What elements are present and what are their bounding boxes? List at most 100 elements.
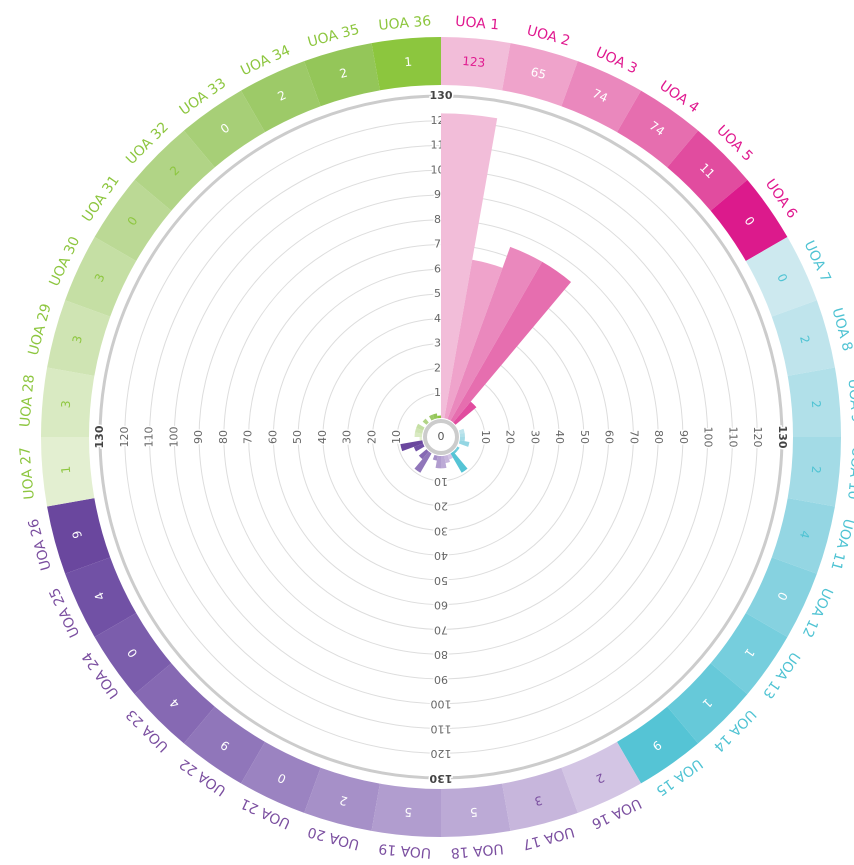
r-tick-label: 130 <box>429 772 452 785</box>
value-label: 123 <box>462 54 486 70</box>
band-segment <box>94 613 172 695</box>
r-tick-label: 10 <box>434 475 448 488</box>
r-tick-label: 90 <box>434 673 448 686</box>
band-segment <box>183 706 265 784</box>
category-label: UOA 19 <box>378 840 432 861</box>
band-segment <box>667 130 748 211</box>
r-tick-label: 90 <box>677 430 690 444</box>
bar <box>444 259 503 420</box>
bar <box>435 455 441 469</box>
bar <box>422 418 429 425</box>
r-tick-label: 120 <box>118 427 131 448</box>
bar <box>458 440 470 447</box>
r-tick-label: 110 <box>726 427 739 448</box>
category-label: UOA 26 <box>26 517 55 572</box>
r-tick-label: 100 <box>431 698 452 711</box>
band-segment <box>561 61 641 133</box>
bar <box>450 451 468 473</box>
value-label: 2 <box>338 793 349 809</box>
bar <box>441 455 447 469</box>
bar <box>457 443 459 447</box>
value-label: 4 <box>797 529 813 540</box>
bar <box>414 427 424 434</box>
category-label: UOA 20 <box>306 823 361 852</box>
value-label: 9 <box>70 529 86 540</box>
band-segment <box>47 498 111 574</box>
value-label: 5 <box>469 805 478 820</box>
bar <box>429 414 435 421</box>
category-label: UOA 18 <box>450 840 504 861</box>
bar <box>418 449 429 460</box>
r-tick-label: 130 <box>430 89 453 102</box>
r-tick-label: 20 <box>434 500 448 513</box>
r-tick-label: 70 <box>627 430 640 444</box>
band-segment <box>94 179 172 261</box>
category-label: UOA 1 <box>455 14 500 34</box>
band-segment <box>745 557 817 637</box>
bar <box>450 261 572 423</box>
category-label: UOA 28 <box>17 374 38 428</box>
r-tick-label: 70 <box>434 623 448 636</box>
r-tick-label: 40 <box>316 430 329 444</box>
category-label: UOA 10 <box>844 446 854 500</box>
bar <box>419 437 423 441</box>
category-label: UOA 11 <box>827 517 854 572</box>
r-tick-label: 120 <box>751 427 764 448</box>
band-segment <box>371 37 441 91</box>
value-label: 5 <box>404 805 413 820</box>
r-tick-label: 60 <box>266 430 279 444</box>
band-segment <box>771 300 835 376</box>
r-tick-label: 110 <box>143 427 156 448</box>
r-tick-label: 70 <box>242 430 255 444</box>
value-label: 2 <box>797 334 813 345</box>
r-tick-label: 50 <box>291 430 304 444</box>
r-tick-label: 20 <box>365 430 378 444</box>
bar <box>455 446 460 451</box>
category-label: UOA 2 <box>525 23 572 50</box>
value-label: 74 <box>590 86 610 105</box>
r-tick-label: 10 <box>390 430 403 444</box>
band-segment <box>502 767 578 831</box>
r-tick-label: 80 <box>434 648 448 661</box>
r-tick-label: 30 <box>434 524 448 537</box>
band-segment <box>65 557 137 637</box>
category-label: UOA 8 <box>828 306 854 353</box>
bar <box>437 415 441 419</box>
category-label: UOA 17 <box>521 823 576 852</box>
band-segment <box>241 741 321 813</box>
r-tick-label: 20 <box>504 430 517 444</box>
r-tick-label: 0 <box>438 430 445 443</box>
band-segment <box>771 498 835 574</box>
bar <box>414 451 432 473</box>
band-segment <box>304 43 380 107</box>
bar <box>414 432 423 437</box>
value-label: 2 <box>338 66 349 82</box>
bar <box>413 443 425 452</box>
r-tick-label: 80 <box>652 430 665 444</box>
r-tick-label: 30 <box>341 430 354 444</box>
band-segment <box>41 437 95 507</box>
bar <box>447 246 543 421</box>
value-label: 3 <box>70 334 86 345</box>
category-label: UOA 9 <box>845 378 854 423</box>
band-segment <box>502 43 578 107</box>
band-segment <box>441 37 511 91</box>
band-segment <box>441 783 511 837</box>
bar <box>458 428 465 434</box>
r-tick-label: 90 <box>192 430 205 444</box>
value-label: 65 <box>529 65 547 82</box>
bar <box>453 401 477 425</box>
band-segment <box>710 179 788 261</box>
bar <box>431 453 435 455</box>
bar <box>416 423 425 431</box>
band-segment <box>617 706 699 784</box>
band-segment <box>241 61 321 133</box>
bar <box>441 113 498 419</box>
r-tick-label: 130 <box>93 425 106 448</box>
band-segment <box>561 741 641 813</box>
bar <box>453 449 458 454</box>
r-tick-label: 50 <box>578 430 591 444</box>
band-segment <box>47 300 111 376</box>
